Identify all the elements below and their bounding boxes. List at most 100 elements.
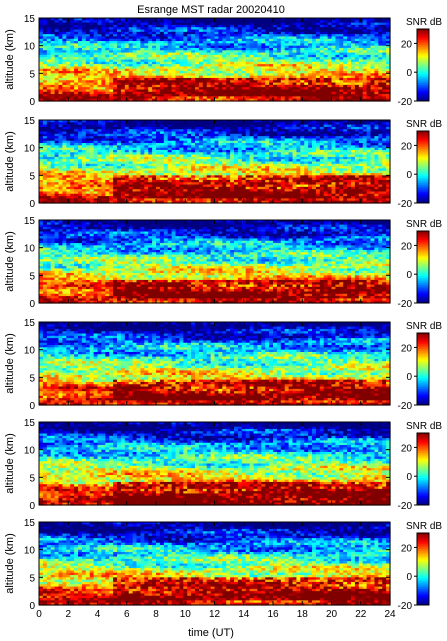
heatmap-cell [249, 126, 255, 130]
heatmap-cell [362, 29, 368, 33]
heatmap-cell [288, 94, 294, 97]
heatmap-cell [327, 38, 333, 42]
heatmap-cell [85, 84, 91, 88]
heatmap-cell [358, 131, 364, 135]
heatmap-cell [78, 75, 83, 79]
colorbar-step [417, 95, 429, 98]
heatmap-cell [292, 20, 297, 24]
heatmap-cell [226, 122, 231, 126]
heatmap-cell [245, 133, 251, 137]
heatmap-cell [214, 59, 219, 63]
heatmap-cell [70, 61, 75, 65]
heatmap-cell [312, 82, 317, 86]
heatmap-cell [39, 91, 44, 95]
heatmap-cell [85, 82, 91, 86]
heatmap-cell [144, 122, 149, 126]
heatmap-cell [93, 124, 99, 128]
heatmap-cell [128, 96, 134, 100]
heatmap-cell [85, 96, 91, 100]
heatmap-cell [140, 64, 145, 68]
heatmap-cell [257, 54, 262, 58]
heatmap-cell [358, 47, 364, 51]
heatmap-cell [351, 91, 356, 95]
heatmap-cell [85, 54, 91, 58]
heatmap-cell [296, 47, 301, 51]
heatmap-cell [58, 38, 63, 42]
heatmap-cell [323, 47, 329, 51]
heatmap-cell [70, 77, 75, 81]
heatmap-cell [304, 34, 309, 38]
heatmap-cell [308, 41, 313, 44]
heatmap-cell [109, 136, 114, 140]
heatmap-cell [280, 57, 286, 61]
heatmap-cell [214, 94, 219, 97]
heatmap-cell [179, 96, 184, 100]
heatmap-cell [351, 27, 356, 31]
heatmap-cell [354, 66, 360, 70]
heatmap-cell [354, 54, 360, 58]
heatmap-cell [276, 71, 282, 74]
heatmap-cell [140, 87, 145, 91]
heatmap-cell [308, 77, 313, 81]
heatmap-cell [284, 96, 290, 100]
heatmap-cell [195, 29, 200, 33]
heatmap-cell [85, 29, 91, 33]
heatmap-cell [374, 43, 379, 47]
heatmap-cell [62, 66, 67, 70]
heatmap-cell [46, 59, 52, 63]
heatmap-cell [191, 122, 196, 126]
heatmap-cell [105, 129, 110, 133]
heatmap-cell [237, 73, 243, 77]
heatmap-cell [222, 120, 227, 123]
heatmap-cell [117, 124, 122, 128]
heatmap-cell [296, 43, 301, 47]
heatmap-cell [331, 91, 336, 95]
heatmap-cell [81, 129, 87, 133]
heatmap-cell [319, 68, 325, 72]
heatmap-cell [136, 120, 141, 123]
heatmap-cell [93, 24, 99, 28]
heatmap-cell [78, 82, 83, 86]
heatmap-cell [70, 22, 75, 26]
heatmap-cell [296, 96, 301, 100]
heatmap-cell [245, 122, 251, 126]
heatmap-cell [241, 50, 247, 54]
heatmap-cell [276, 64, 282, 68]
heatmap-cell [269, 80, 274, 84]
heatmap-cell [187, 57, 192, 61]
heatmap-cell [191, 84, 196, 88]
heatmap-cell [148, 61, 153, 65]
heatmap-cell [284, 20, 290, 24]
heatmap-cell [50, 129, 56, 133]
heatmap-cell [206, 36, 212, 40]
heatmap-cell [237, 45, 243, 49]
heatmap-cell [124, 124, 130, 128]
heatmap-cell [113, 131, 118, 135]
heatmap-cell [245, 20, 251, 24]
heatmap-cell [276, 138, 282, 142]
heatmap-cell [144, 54, 149, 58]
heatmap-cell [97, 34, 102, 38]
heatmap-cell [237, 122, 243, 126]
heatmap-cell [167, 43, 173, 47]
heatmap-cell [101, 52, 106, 56]
heatmap-cell [42, 61, 48, 65]
heatmap-cell [226, 18, 231, 21]
heatmap-cell [156, 131, 161, 135]
heatmap-cell [370, 131, 375, 135]
heatmap-cell [308, 133, 313, 137]
heatmap-cell [370, 120, 375, 123]
heatmap-cell [292, 54, 297, 58]
heatmap-cell [70, 126, 75, 130]
heatmap-cell [128, 82, 134, 86]
colorbar-step [417, 74, 429, 77]
heatmap-cell [85, 129, 91, 133]
heatmap-cell [39, 138, 44, 142]
heatmap-cell [351, 77, 356, 81]
heatmap-cell [105, 54, 110, 58]
heatmap-cell [319, 89, 325, 93]
heatmap-cell [195, 52, 200, 56]
heatmap-cell [280, 96, 286, 100]
heatmap-cell [124, 52, 130, 56]
heatmap-cell [315, 41, 321, 44]
